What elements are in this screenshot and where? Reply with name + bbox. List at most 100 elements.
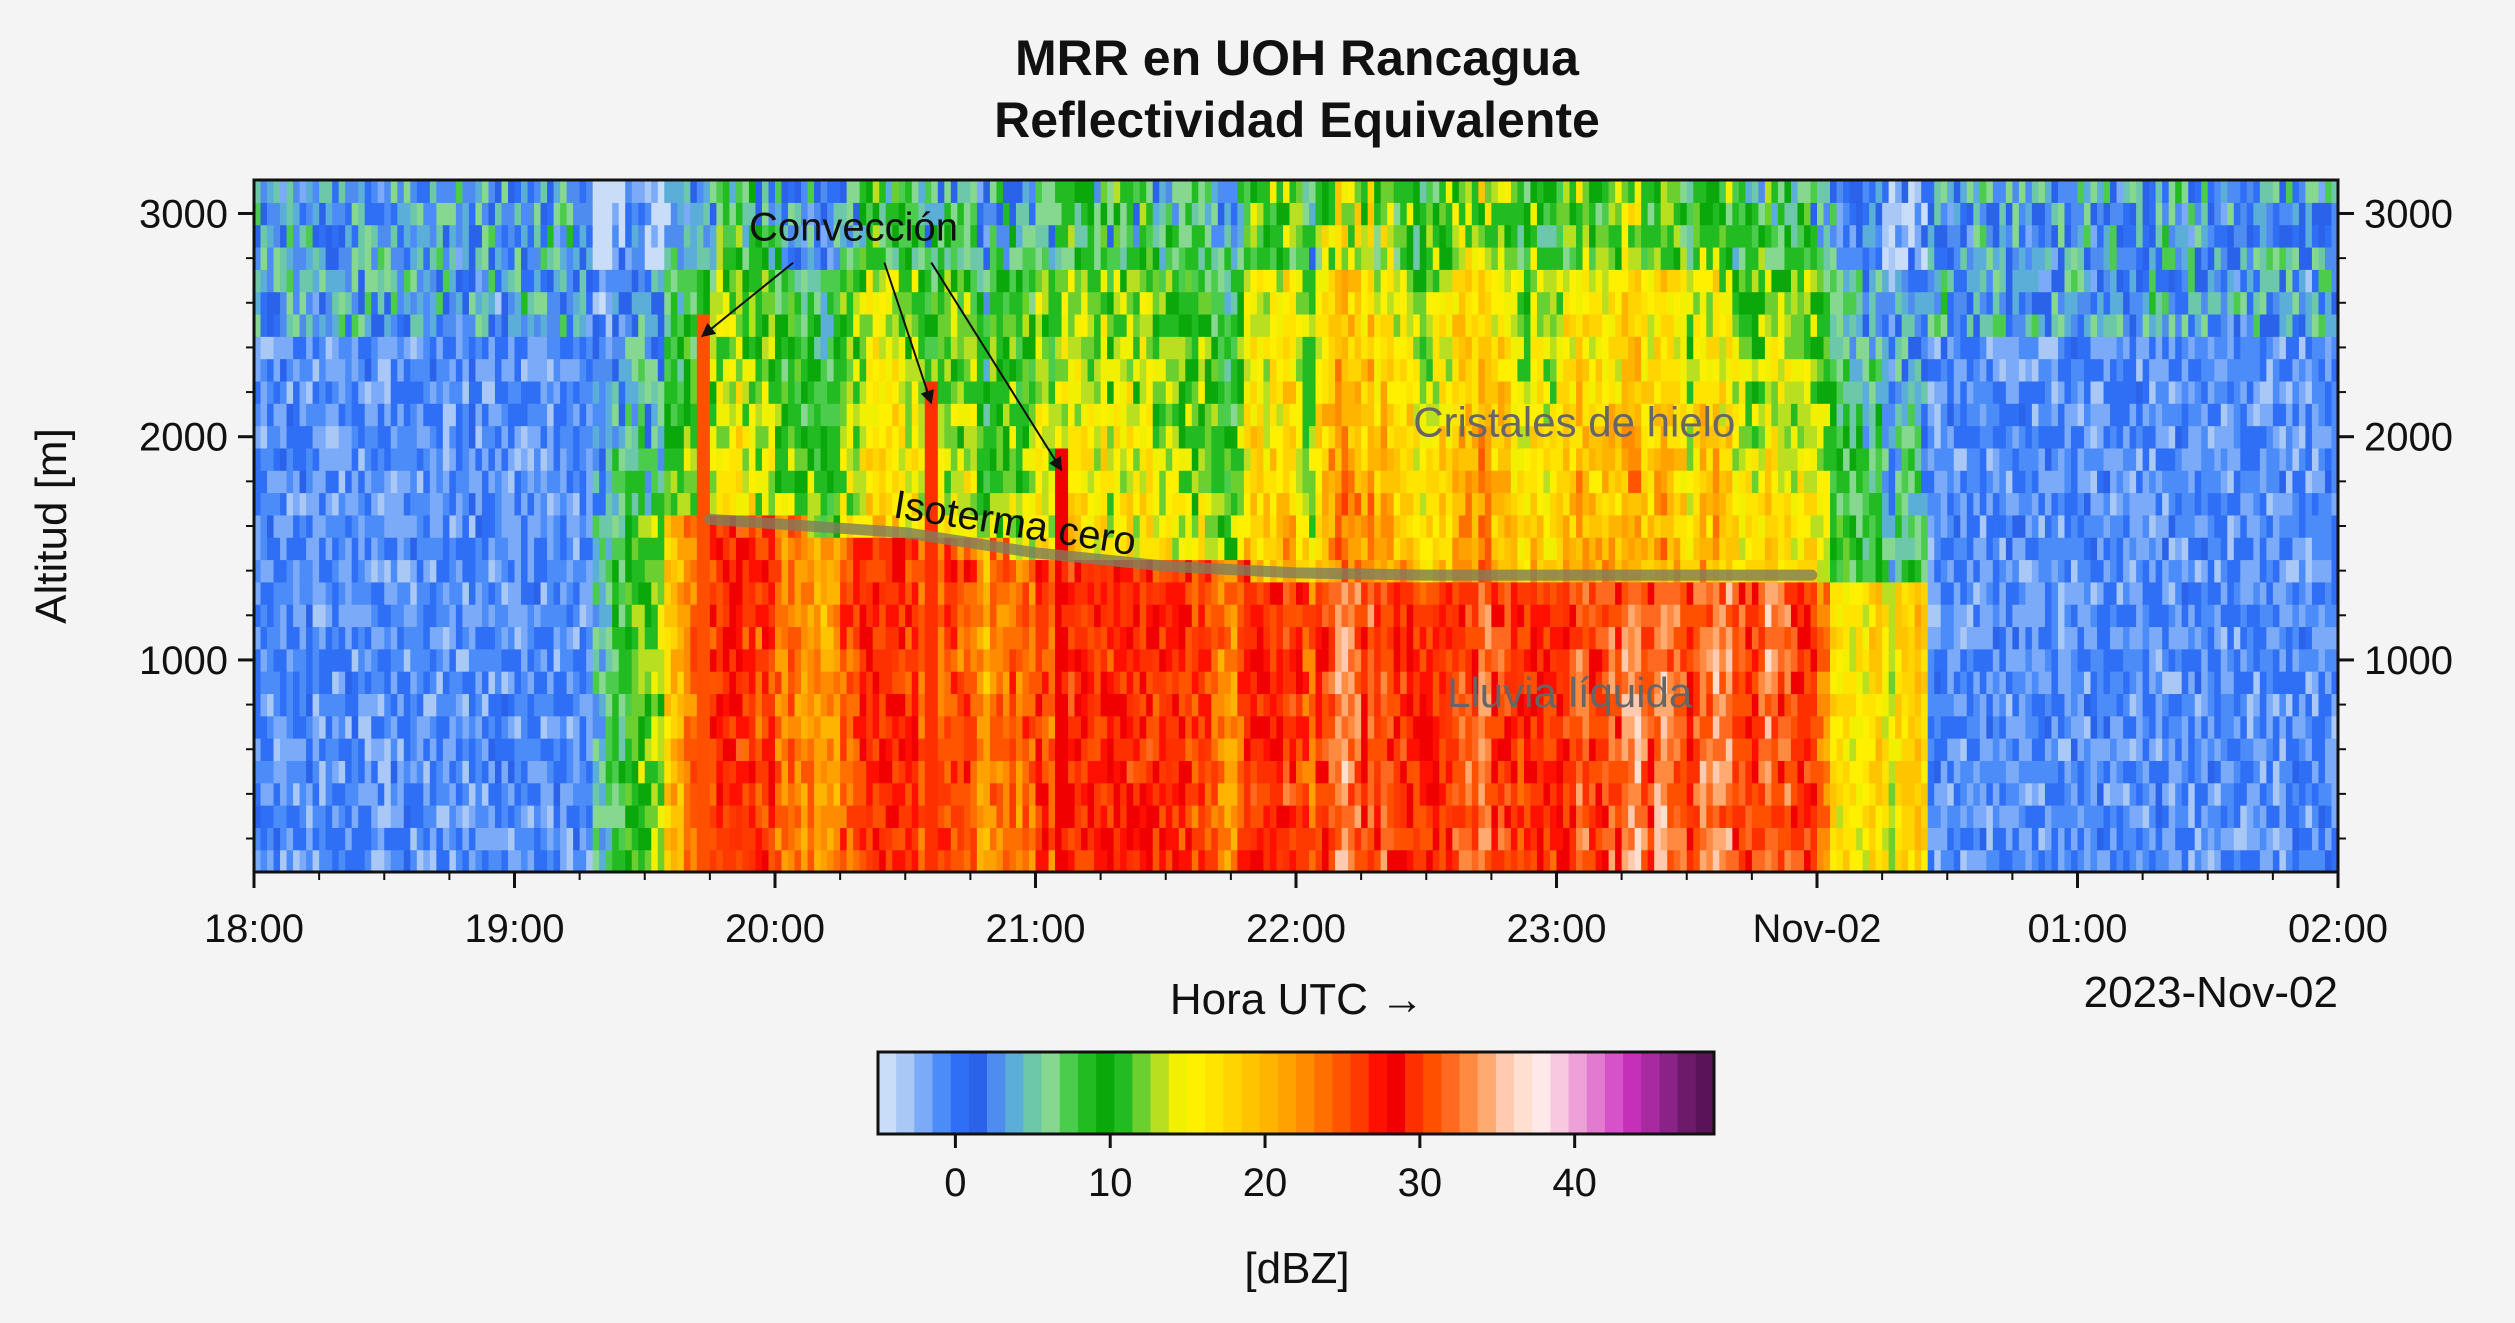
heat-cell	[794, 537, 802, 561]
heat-cell	[631, 358, 639, 382]
heat-cell	[820, 626, 828, 650]
heat-cell	[983, 805, 991, 828]
heat-cell	[820, 648, 828, 672]
heat-cell	[1113, 425, 1121, 449]
heat-cell	[1263, 671, 1271, 695]
heat-cell	[1289, 581, 1297, 605]
heat-cell	[1094, 492, 1102, 516]
heat-cell	[853, 805, 861, 828]
heat-cell	[996, 403, 1004, 427]
heat-cell	[397, 849, 405, 872]
heat-cell	[651, 180, 659, 203]
heat-cell	[970, 581, 978, 605]
heat-cell	[1224, 693, 1232, 717]
heat-cell	[944, 626, 952, 650]
heat-cell	[507, 648, 516, 672]
heat-cell	[442, 671, 450, 695]
heat-cell	[560, 492, 568, 516]
heat-cell	[1028, 180, 1037, 203]
heat-cell	[306, 358, 314, 382]
heat-cell	[1022, 581, 1030, 605]
heat-cell	[1107, 180, 1115, 203]
heat-cell	[1230, 715, 1238, 739]
heat-cell	[1120, 782, 1128, 806]
heat-cell	[592, 827, 600, 851]
heat-cell	[1061, 604, 1069, 628]
heat-cell	[989, 313, 998, 337]
heat-cell	[885, 425, 893, 449]
heat-cell	[761, 291, 770, 315]
heat-cell	[807, 470, 815, 494]
heat-cell	[1296, 291, 1304, 315]
heat-cell	[364, 715, 372, 739]
heat-cell	[560, 648, 568, 672]
heat-cell	[494, 269, 503, 293]
heat-cell	[644, 403, 652, 427]
heat-cell	[814, 693, 822, 717]
heat-cell	[345, 559, 353, 583]
heat-cell	[429, 648, 437, 672]
heat-cell	[931, 380, 939, 404]
heat-cell	[586, 470, 594, 494]
heat-cell	[573, 537, 581, 561]
heat-cell	[351, 291, 359, 315]
heat-cell	[625, 827, 633, 851]
heat-cell	[1146, 447, 1154, 471]
heat-cell	[970, 626, 978, 650]
heat-cell	[390, 425, 398, 449]
heat-cell	[384, 559, 392, 583]
heat-cell	[1042, 782, 1050, 806]
heat-cell	[775, 581, 783, 605]
heat-cell	[1211, 648, 1219, 672]
heat-cell	[449, 224, 457, 248]
heat-cell	[416, 269, 424, 293]
heat-cell	[833, 425, 841, 449]
heat-cell	[677, 180, 685, 203]
heat-cell	[364, 559, 372, 583]
heat-cell	[599, 537, 607, 561]
heat-cell	[775, 537, 783, 561]
heat-cell	[807, 581, 815, 605]
heat-cell	[638, 470, 646, 494]
heat-cell	[579, 291, 587, 315]
heat-cell	[527, 827, 535, 851]
heat-cell	[1276, 313, 1284, 337]
heat-cell	[651, 291, 659, 315]
heat-cell	[944, 224, 952, 248]
heat-cell	[312, 537, 320, 561]
heat-cell	[332, 358, 340, 382]
heat-cell	[872, 425, 880, 449]
heat-cell	[970, 715, 978, 739]
heat-cell	[540, 313, 548, 337]
heat-cell	[345, 291, 353, 315]
heat-cell	[364, 180, 372, 203]
heat-cell	[312, 738, 320, 761]
heat-cell	[768, 380, 776, 404]
heat-cell	[286, 447, 294, 471]
heat-cell	[1009, 514, 1017, 538]
heat-cell	[1250, 336, 1258, 360]
heat-cell	[254, 380, 262, 404]
heat-cell	[1263, 849, 1271, 872]
heat-cell	[1256, 693, 1265, 717]
heat-cell	[957, 291, 965, 315]
heat-cell	[989, 805, 998, 828]
heat-cell	[267, 805, 275, 828]
heat-cell	[423, 805, 431, 828]
heat-cell	[397, 827, 405, 851]
heat-cell	[579, 671, 587, 695]
heat-cell	[989, 782, 998, 806]
heat-cell	[794, 202, 802, 226]
heat-cell	[403, 358, 411, 382]
heat-cell	[1178, 336, 1186, 360]
heat-cell	[384, 671, 392, 695]
heat-cell	[1250, 403, 1258, 427]
heat-cell	[814, 470, 822, 494]
heat-cell	[885, 336, 893, 360]
heat-cell	[703, 470, 711, 494]
heat-cell	[1198, 246, 1206, 270]
heat-cell	[592, 715, 600, 739]
heat-cell	[1048, 358, 1056, 382]
heat-cell	[1211, 336, 1219, 360]
heat-cell	[1094, 849, 1102, 872]
